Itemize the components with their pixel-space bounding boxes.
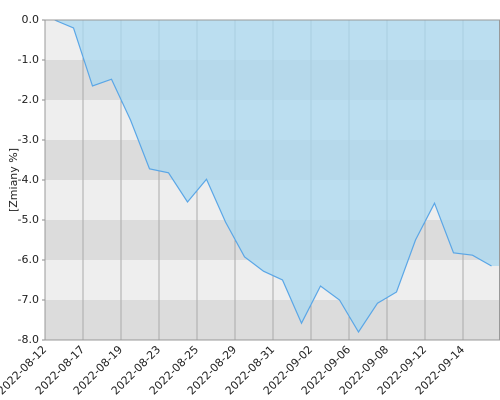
area xyxy=(45,20,500,332)
y-tick-label: -7.0 xyxy=(18,293,39,306)
y-tick-label: 0.0 xyxy=(22,13,40,26)
line xyxy=(54,19,492,334)
y-tick-label: -3.0 xyxy=(18,133,39,146)
y-tick-label: -2.0 xyxy=(18,93,39,106)
y-axis-label: [Zmiany %] xyxy=(7,148,20,212)
y-tick-label: -1.0 xyxy=(18,53,39,66)
y-tick-label: -4.0 xyxy=(18,173,39,186)
y-tick-label: -5.0 xyxy=(18,213,39,226)
y-tick-label: -8.0 xyxy=(18,333,39,346)
y-tick-label: -6.0 xyxy=(18,253,39,266)
